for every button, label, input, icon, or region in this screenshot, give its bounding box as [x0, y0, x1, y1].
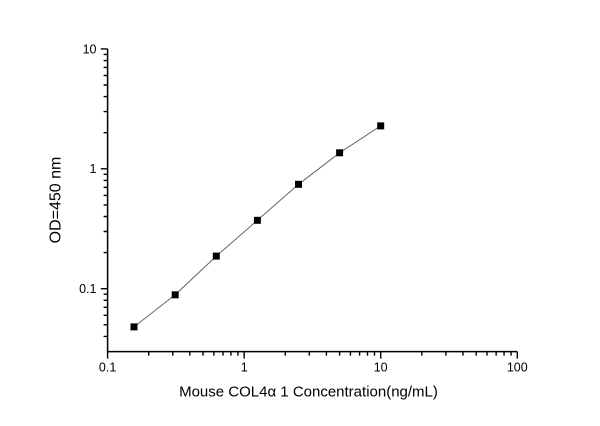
svg-text:1: 1	[90, 162, 97, 176]
svg-text:Mouse COL4α 1 Concentration(ng: Mouse COL4α 1 Concentration(ng/mL)	[179, 383, 438, 400]
svg-text:10: 10	[374, 360, 388, 374]
svg-text:OD=450 nm: OD=450 nm	[48, 157, 65, 244]
svg-text:100: 100	[507, 360, 528, 374]
svg-text:0.1: 0.1	[79, 282, 96, 296]
svg-text:1: 1	[241, 360, 248, 374]
svg-text:0.1: 0.1	[99, 360, 116, 374]
svg-text:10: 10	[83, 42, 97, 56]
